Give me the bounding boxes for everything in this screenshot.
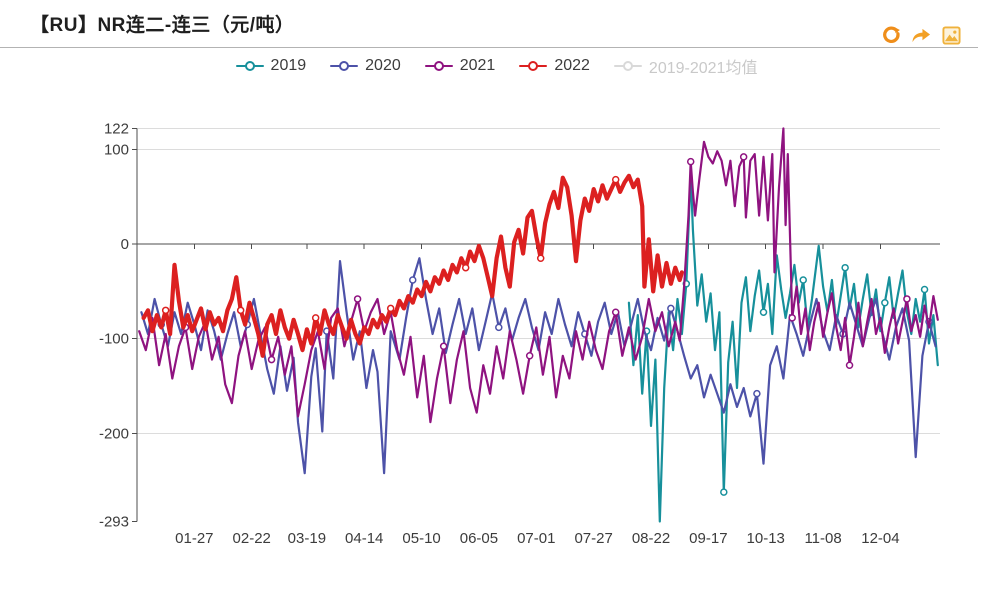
series-marker-2021 bbox=[267, 355, 276, 364]
legend-item-2021[interactable]: 2021 bbox=[424, 57, 496, 75]
page-title: 【RU】NR连二-连三（元/吨） bbox=[30, 15, 295, 36]
legend-label: 2020 bbox=[365, 57, 401, 74]
x-axis-label: 09-17 bbox=[689, 530, 727, 547]
series-marker-2021 bbox=[903, 295, 911, 303]
y-axis-label: -200 bbox=[99, 425, 129, 442]
header-divider bbox=[0, 47, 978, 48]
series-marker-2021 bbox=[739, 153, 748, 161]
share-icon[interactable] bbox=[911, 26, 932, 45]
series-line-2020[interactable] bbox=[140, 257, 937, 475]
series-marker-2022 bbox=[611, 175, 620, 184]
header-toolbar bbox=[882, 26, 961, 45]
x-axis-label: 07-01 bbox=[517, 530, 555, 547]
legend-line-circle-icon bbox=[235, 61, 264, 71]
series-marker-2019 bbox=[881, 298, 889, 307]
y-axis-label: -293 bbox=[99, 514, 129, 531]
series-marker-2021 bbox=[686, 157, 695, 166]
y-axis-label: 100 bbox=[104, 141, 129, 158]
legend-label: 2019-2021均值 bbox=[648, 60, 758, 77]
series-line-2021[interactable] bbox=[138, 127, 939, 424]
x-axis-label: 01-27 bbox=[175, 530, 213, 547]
series-marker-2019 bbox=[841, 263, 849, 272]
x-axis-label: 08-22 bbox=[632, 530, 670, 547]
y-axis-label: 0 bbox=[121, 236, 129, 253]
legend-line-circle-icon bbox=[613, 61, 642, 71]
x-axis-label: 02-22 bbox=[233, 530, 271, 547]
series-marker-2020 bbox=[753, 389, 761, 398]
x-axis-label: 07-27 bbox=[574, 530, 612, 547]
series-marker-2022 bbox=[536, 254, 545, 262]
export-image-icon[interactable] bbox=[942, 26, 961, 45]
series-marker-2021 bbox=[525, 352, 534, 360]
series-marker-2019 bbox=[720, 488, 728, 496]
refresh-icon[interactable] bbox=[882, 26, 901, 45]
legend-item-2020[interactable]: 2020 bbox=[330, 57, 401, 75]
x-axis-label: 12-04 bbox=[861, 530, 899, 547]
x-axis-label: 11-08 bbox=[804, 530, 841, 547]
chart-legend: 2019 2020 2021 2022 2019-2021均值 bbox=[0, 54, 993, 78]
series-marker-2019 bbox=[799, 276, 807, 284]
legend-item-2019-2021-[interactable]: 2019-2021均值 bbox=[613, 54, 758, 78]
x-axis-label: 03-19 bbox=[288, 530, 326, 547]
series-marker-2020 bbox=[495, 323, 503, 332]
series-marker-2022 bbox=[461, 263, 470, 272]
legend-line-circle-icon bbox=[330, 61, 359, 71]
legend-line-circle-icon bbox=[424, 61, 453, 71]
series-marker-2021 bbox=[788, 314, 796, 322]
series-marker-2021 bbox=[439, 342, 448, 351]
series-marker-2022 bbox=[311, 314, 320, 322]
legend-label: 2021 bbox=[459, 57, 496, 74]
y-axis-label: -100 bbox=[99, 331, 129, 348]
y-axis-label: 122 bbox=[104, 121, 129, 138]
series-marker-2021 bbox=[353, 295, 362, 303]
legend-item-2022[interactable]: 2022 bbox=[519, 57, 590, 75]
x-axis-label: 06-05 bbox=[460, 530, 498, 547]
x-axis-label: 04-14 bbox=[345, 530, 383, 547]
series-marker-2022 bbox=[161, 306, 170, 315]
series-marker-2022 bbox=[236, 306, 245, 315]
series-marker-2019 bbox=[920, 285, 929, 294]
series-marker-2020 bbox=[667, 304, 675, 313]
series-marker-2022 bbox=[386, 304, 395, 313]
x-axis-label: 10-13 bbox=[747, 530, 785, 547]
series-marker-2020 bbox=[409, 276, 417, 284]
legend-label: 2022 bbox=[554, 57, 590, 74]
legend-label: 2019 bbox=[270, 57, 307, 74]
x-axis-label: 05-10 bbox=[402, 530, 440, 547]
series-line-2022[interactable] bbox=[141, 173, 685, 358]
legend-line-circle-icon bbox=[519, 61, 548, 71]
series-marker-2021 bbox=[845, 361, 854, 369]
legend-item-2019[interactable]: 2019 bbox=[235, 57, 307, 75]
series-marker-2021 bbox=[611, 308, 620, 316]
series-marker-2019 bbox=[759, 308, 768, 316]
